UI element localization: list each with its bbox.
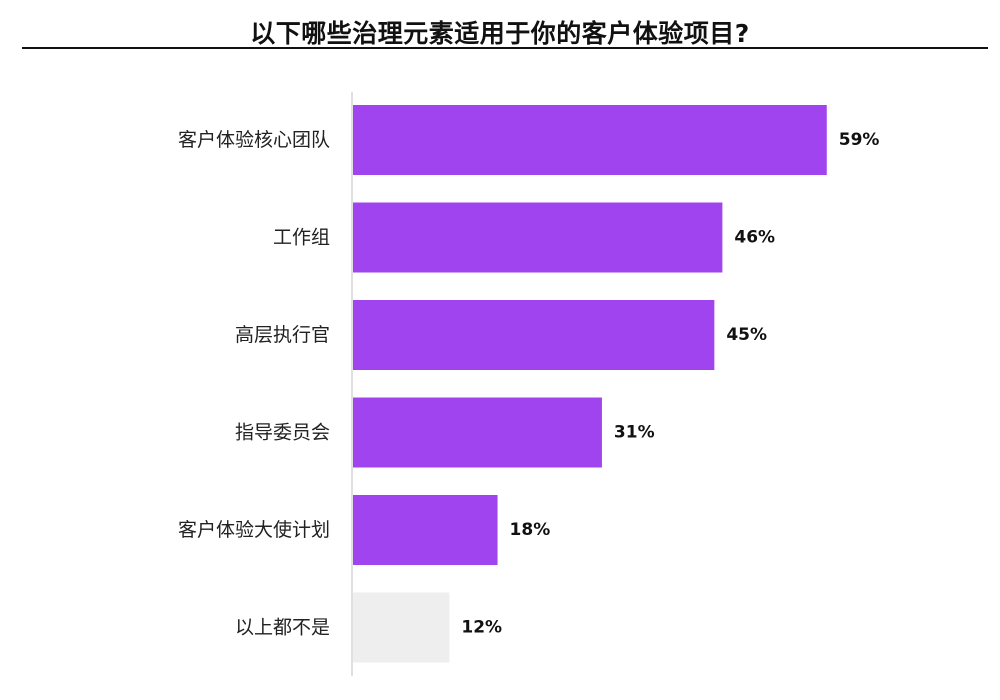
value-label: 59% (839, 130, 880, 150)
bar (353, 495, 498, 565)
category-label: 以上都不是 (235, 617, 330, 639)
chart-title: 以下哪些治理元素适用于你的客户体验项目? (250, 19, 750, 48)
value-label: 31% (614, 423, 655, 443)
category-label: 高层执行官 (235, 324, 330, 346)
value-label: 18% (510, 520, 551, 540)
bar-row: 指导委员会 31% (235, 397, 655, 468)
bar (353, 300, 715, 370)
bar-row: 客户体验核心团队 59% (178, 105, 879, 175)
value-label: 12% (461, 618, 502, 638)
category-label: 客户体验核心团队 (178, 129, 330, 151)
category-label: 工作组 (273, 227, 330, 249)
bar (353, 105, 827, 175)
bar-row: 高层执行官 45% (235, 300, 767, 370)
value-label: 46% (734, 228, 775, 248)
bar-row: 客户体验大使计划 18% (178, 495, 550, 565)
bar (353, 202, 723, 273)
bar (353, 397, 602, 468)
bar-row: 以上都不是 12% (235, 592, 502, 663)
bar-row: 工作组 46% (273, 202, 775, 273)
value-label: 45% (726, 325, 767, 345)
category-label: 指导委员会 (235, 422, 330, 444)
category-label: 客户体验大使计划 (178, 519, 330, 541)
bar (353, 592, 450, 663)
title-underline (22, 47, 988, 49)
